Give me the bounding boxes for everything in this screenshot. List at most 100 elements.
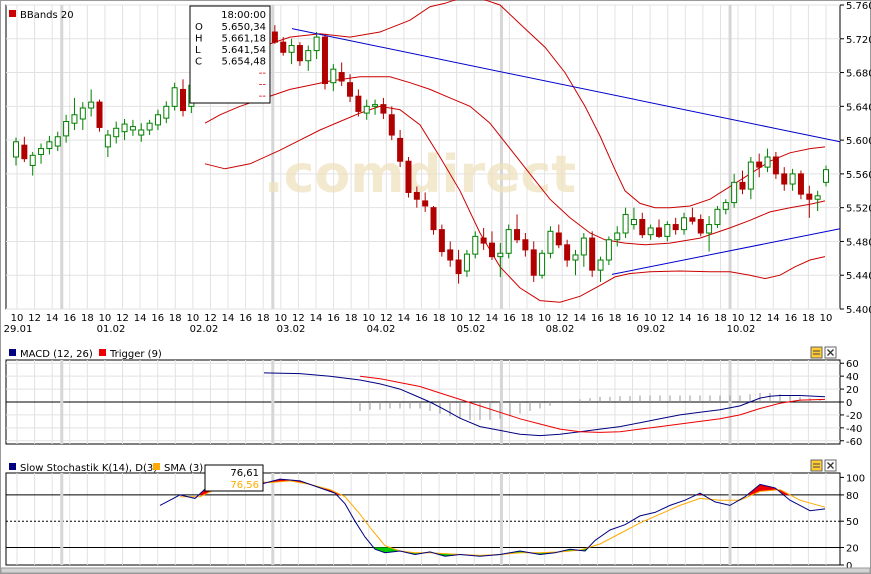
stoch-overbought-fill bbox=[288, 479, 290, 482]
candle bbox=[154, 109, 161, 130]
stoch-overbought-fill bbox=[766, 485, 768, 491]
candle bbox=[430, 205, 437, 235]
bb-lower-line bbox=[204, 105, 826, 303]
stoch-overbought-fill bbox=[763, 485, 765, 492]
hour-label: 16 bbox=[626, 313, 639, 324]
macd-y-tick-label: 60 bbox=[846, 359, 859, 370]
candle bbox=[104, 129, 111, 157]
candle-body bbox=[21, 144, 28, 160]
stoch-oversold-fill bbox=[376, 547, 378, 550]
candle-body bbox=[372, 104, 379, 107]
stoch-overbought-fill bbox=[283, 479, 285, 482]
tooltip-row-value: 5.654,48 bbox=[221, 57, 266, 68]
hour-label: 10 bbox=[362, 313, 375, 324]
stoch-overbought-fill bbox=[786, 492, 788, 495]
stoch-oversold-fill bbox=[416, 552, 418, 555]
stoch-oversold-fill bbox=[567, 549, 569, 552]
macd-close-icon[interactable] bbox=[824, 346, 837, 359]
stoch-y-tick-label: 80 bbox=[846, 491, 859, 502]
candle bbox=[814, 190, 821, 212]
hour-label: 14 bbox=[485, 313, 498, 324]
y-tick-label: 5.480 bbox=[846, 237, 871, 248]
stoch-oversold-fill bbox=[582, 549, 584, 551]
stoch-oversold-fill bbox=[584, 548, 586, 551]
stoch-oversold-fill bbox=[518, 551, 520, 553]
day-separator bbox=[60, 360, 64, 444]
candle-body bbox=[622, 213, 629, 234]
stoch-oversold-fill bbox=[517, 551, 519, 553]
stoch-overbought-fill bbox=[764, 485, 766, 492]
stoch-overbought-fill bbox=[757, 486, 759, 493]
stoch-overbought-fill bbox=[279, 479, 281, 482]
sma-legend-label: SMA (3) bbox=[164, 463, 203, 474]
stoch-oversold-fill bbox=[453, 554, 455, 556]
candle-body bbox=[806, 193, 813, 200]
candle bbox=[38, 143, 45, 164]
stoch-oversold-fill bbox=[514, 552, 516, 554]
stoch-overbought-fill bbox=[297, 480, 299, 483]
stoch-oversold-fill bbox=[378, 547, 380, 551]
day-label: 09.02 bbox=[637, 324, 666, 335]
stoch-oversold-fill bbox=[441, 553, 443, 556]
macd-y-tick-label: -40 bbox=[846, 424, 862, 435]
stoch-oversold-fill bbox=[389, 547, 391, 553]
stoch-overbought-fill bbox=[753, 490, 755, 495]
hour-label: 10 bbox=[450, 313, 463, 324]
stoch-oversold-fill bbox=[522, 551, 524, 553]
day-separator bbox=[499, 5, 503, 309]
stoch-overbought-fill bbox=[771, 486, 773, 491]
macd-settings-icon[interactable] bbox=[810, 346, 823, 359]
stoch-oversold-fill bbox=[448, 553, 450, 556]
candle bbox=[380, 97, 387, 119]
candle-body bbox=[79, 107, 86, 120]
hour-label: 12 bbox=[661, 313, 674, 324]
stoch-oversold-fill bbox=[377, 547, 379, 550]
candle-body bbox=[154, 114, 161, 126]
candle-body bbox=[547, 230, 554, 254]
candle-body bbox=[38, 148, 45, 155]
stoch-oversold-fill bbox=[418, 552, 420, 554]
stoch-oversold-fill bbox=[521, 551, 523, 553]
hour-label: 10 bbox=[644, 313, 657, 324]
stoch-overbought-fill bbox=[749, 493, 751, 495]
stoch-overbought-fill bbox=[330, 489, 332, 492]
stoch-overbought-fill bbox=[756, 487, 758, 494]
bottom-scroll-strip[interactable] bbox=[0, 567, 871, 574]
stoch-overbought-fill bbox=[284, 479, 286, 482]
stoch-overbought-fill bbox=[774, 487, 776, 491]
stoch-overbought-fill bbox=[755, 488, 757, 494]
candle bbox=[772, 151, 779, 179]
stoch-oversold-fill bbox=[516, 551, 518, 554]
candle-body bbox=[422, 200, 429, 207]
hour-label: 18 bbox=[345, 313, 358, 324]
stoch-oversold-fill bbox=[536, 552, 538, 554]
bbands-legend-swatch bbox=[9, 10, 16, 17]
stoch-overbought-fill bbox=[293, 480, 295, 482]
candle-body bbox=[96, 101, 103, 128]
candle-body bbox=[714, 208, 721, 226]
y-tick-label: 5.600 bbox=[846, 136, 871, 147]
candle bbox=[689, 207, 696, 225]
stoch-oversold-fill bbox=[381, 547, 383, 552]
stoch-k-value: 76,61 bbox=[230, 468, 259, 479]
stoch-settings-icon[interactable] bbox=[810, 459, 823, 472]
stoch-overbought-fill bbox=[751, 491, 753, 495]
candle bbox=[697, 214, 704, 237]
candle-body bbox=[296, 45, 303, 62]
candle-body bbox=[814, 195, 821, 200]
candle bbox=[96, 99, 103, 132]
hour-label: 16 bbox=[784, 313, 797, 324]
candle bbox=[797, 170, 804, 200]
stoch-overbought-fill bbox=[201, 492, 203, 495]
day-label: 29.01 bbox=[4, 324, 33, 335]
stoch-overbought-fill bbox=[277, 479, 279, 483]
stoch-oversold-fill bbox=[395, 549, 397, 552]
candle bbox=[539, 249, 546, 279]
stoch-overbought-fill bbox=[748, 494, 750, 495]
hour-label: 18 bbox=[714, 313, 727, 324]
candle bbox=[597, 256, 604, 282]
hour-label: 12 bbox=[380, 313, 393, 324]
candle bbox=[305, 45, 312, 71]
stoch-close-icon[interactable] bbox=[824, 459, 837, 472]
candle bbox=[672, 217, 679, 235]
